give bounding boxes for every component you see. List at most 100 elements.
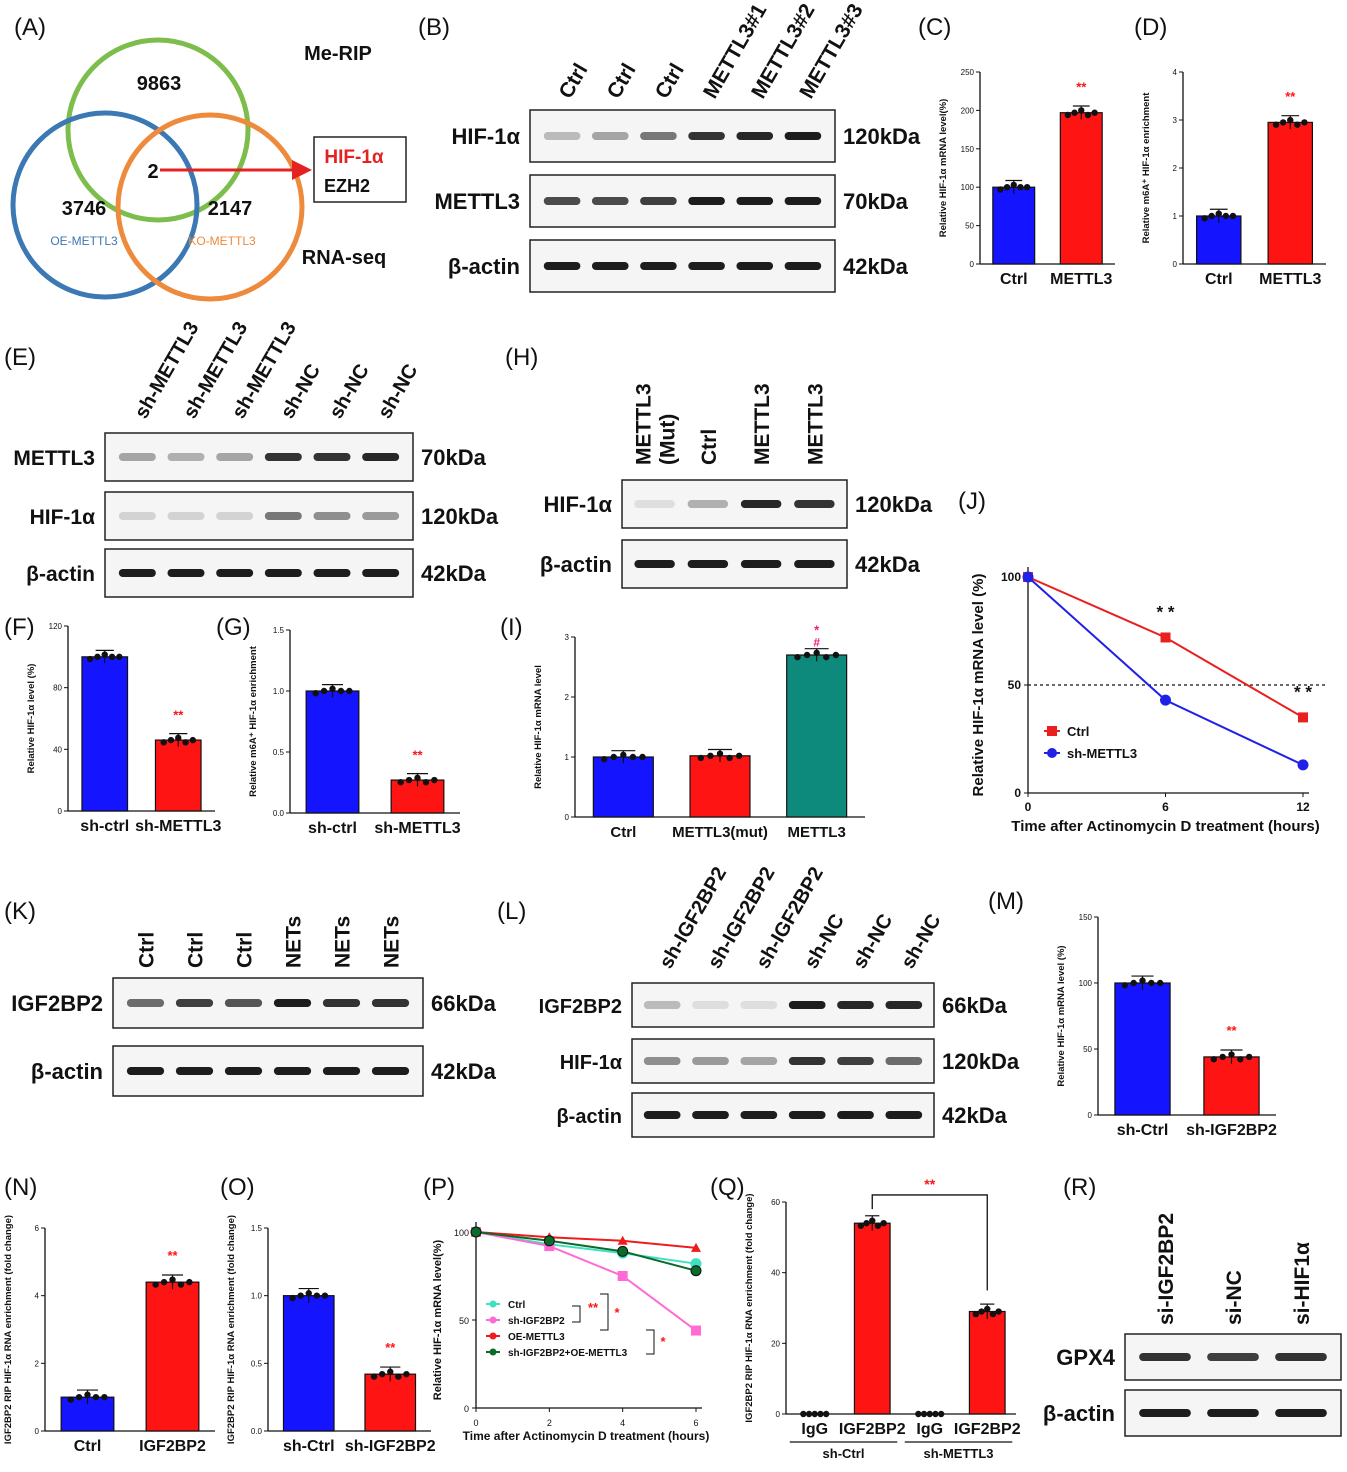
significance-mark: * [814,623,820,638]
category-label: sh-IGF2BP2 [1186,1122,1277,1139]
lane-label: sh-NC [374,360,422,422]
legend-label: sh-IGF2BP2+OE-METTL3 [508,1348,628,1359]
y-tick-label: 20 [771,1339,780,1348]
blot-strip [529,109,836,163]
blot-band [167,569,205,577]
blot-strip [631,1038,935,1084]
data-point [1272,121,1280,128]
category-label: sh-ctrl [308,820,357,837]
series-marker [1160,632,1171,643]
data-point [610,753,617,761]
data-point [312,689,319,697]
significance-mark: ** [588,1300,599,1315]
series-marker [1297,759,1309,771]
blot-strip [529,174,836,228]
blot-band [118,569,156,577]
panel-label-i: (I) [500,614,523,641]
blot-band [692,1001,729,1009]
y-tick-label: 40 [53,745,62,754]
y-axis-label: Relative HIF-1α mRNA level(%) [938,99,949,238]
legend-marker [1047,726,1057,736]
data-point [869,1217,876,1224]
panel-label-r: (R) [1063,1174,1097,1201]
data-point [1201,215,1208,222]
protein-label: β-actin [31,1059,103,1084]
protein-label: IGF2BP2 [11,991,103,1016]
panel-label-g: (G) [216,614,251,641]
bar [1114,982,1171,1116]
y-axis-label: Relative HIF-1α mRNA level(%) [432,1239,444,1400]
data-point [101,1393,108,1401]
category-label: sh-IGF2BP2 [345,1438,436,1455]
bar [305,690,360,814]
panel-label-d: (D) [1134,14,1168,41]
x-tick-label: 0 [473,1418,478,1428]
data-point [108,653,116,661]
blot-band [167,512,205,520]
y-axis-label: Relative m6A⁺ HIF-1α enrichment [1141,92,1152,244]
legend-marker [489,1300,497,1308]
group-label: sh-METTL3 [923,1446,993,1461]
data-point [67,1396,74,1403]
category-label: Ctrl [610,824,636,841]
blot-band [322,1067,361,1075]
data-point [794,653,801,661]
venn-set-left: OE-METTL3 [50,234,118,248]
significance-mark: ** [173,707,184,722]
y-tick-label: 200 [961,106,975,115]
blot-band [784,132,822,140]
data-point [629,753,637,761]
blot-band [640,262,677,270]
data-point [177,1281,185,1288]
significance-mark: ** [1226,1023,1237,1038]
data-point [1237,1056,1244,1063]
venn-count-left: 3746 [62,198,107,220]
data-point [94,653,101,661]
protein-label: METTL3 [13,447,95,470]
data-point [1215,210,1222,217]
y-axis-label: Relative HIF-1α level (%) [26,664,37,774]
y-axis-label: IGF2BP2 RIP HIF-1α RNA enrichment (fold … [744,1193,755,1422]
bar [992,186,1036,265]
category-label: METTL3(mut) [672,824,768,841]
blot-band [1139,1409,1191,1417]
kda-label: 120kDa [421,504,499,529]
data-point [186,1278,193,1286]
protein-label: β-actin [556,1106,622,1128]
data-point [1139,977,1146,984]
data-point [320,687,328,695]
sig-bracket [646,1329,655,1355]
data-point [405,776,413,784]
data-point [972,1310,980,1318]
data-point [305,1290,312,1297]
data-point [997,186,1004,193]
blot-band [643,1111,681,1119]
blot-band [224,1067,263,1075]
x-tick-label: 6 [693,1418,698,1428]
category-label: IGF2BP2 [954,1421,1021,1438]
kda-label: 42kDa [843,254,909,279]
gene-ezh2: EZH2 [324,176,370,196]
lane-label: METTL3 [751,383,774,465]
panel-label-k: (K) [4,898,36,925]
significance-mark: * * [1294,682,1312,701]
venn-count-center: 2 [147,161,158,183]
significance-mark: ** [167,1248,178,1263]
panel-label-n: (N) [4,1174,38,1201]
data-point [370,1373,378,1380]
blot-band [371,1067,410,1075]
category-label: METTL3 [1259,271,1321,288]
sig-bracket [871,1194,988,1291]
blot-band [362,512,400,520]
category-label: METTL3 [787,824,845,841]
blot-band [740,1111,778,1119]
blot-band [688,197,725,205]
y-axis-label: Relative HIF-1α mRNA level (%) [1056,945,1067,1086]
y-tick-label: 0 [970,260,975,269]
data-point [1156,979,1164,987]
lane-label: NETs [332,916,355,968]
y-tick-label: 50 [459,1316,469,1326]
lane-label: si-HIF1α [1291,1242,1314,1325]
blot-band [543,197,581,205]
data-point [857,1222,865,1229]
